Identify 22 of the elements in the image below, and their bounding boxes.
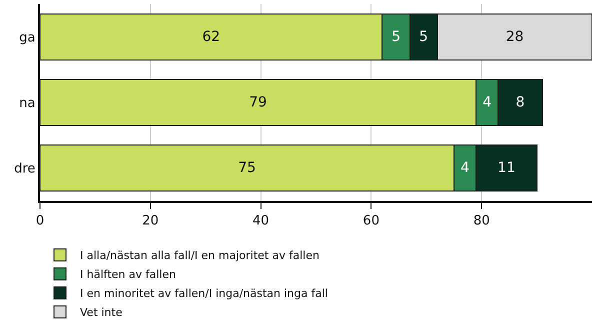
y-tick-label: na	[19, 96, 36, 112]
data-label: 79	[249, 94, 267, 110]
data-label: 28	[506, 28, 524, 45]
data-label: 62	[202, 28, 220, 45]
data-label: 11	[498, 160, 516, 176]
y-tick-label: ga	[19, 30, 36, 46]
x-tick-label: 0	[36, 214, 44, 229]
legend-label: Vet inte	[80, 306, 123, 320]
legend-label: I hälften av fallen	[80, 268, 176, 282]
legend-label: I alla/nästan alla fall/I en majoritet av fallen	[80, 249, 320, 262]
legend-label: I en minoritet av fallen/I inga/nästan inga fall	[80, 287, 328, 300]
data-label: 4	[482, 94, 492, 110]
x-tick-label: 20	[142, 214, 159, 229]
data-label: 5	[392, 28, 400, 45]
x-tick-label: 60	[362, 214, 380, 229]
x-tick-label: 40	[252, 214, 270, 229]
data-label: 5	[419, 28, 428, 45]
data-label: 75	[238, 160, 256, 176]
data-label: 4	[460, 160, 470, 176]
data-label: 8	[516, 94, 525, 110]
y-tick-label: dre	[14, 162, 36, 177]
x-tick-label: 80	[473, 214, 490, 229]
